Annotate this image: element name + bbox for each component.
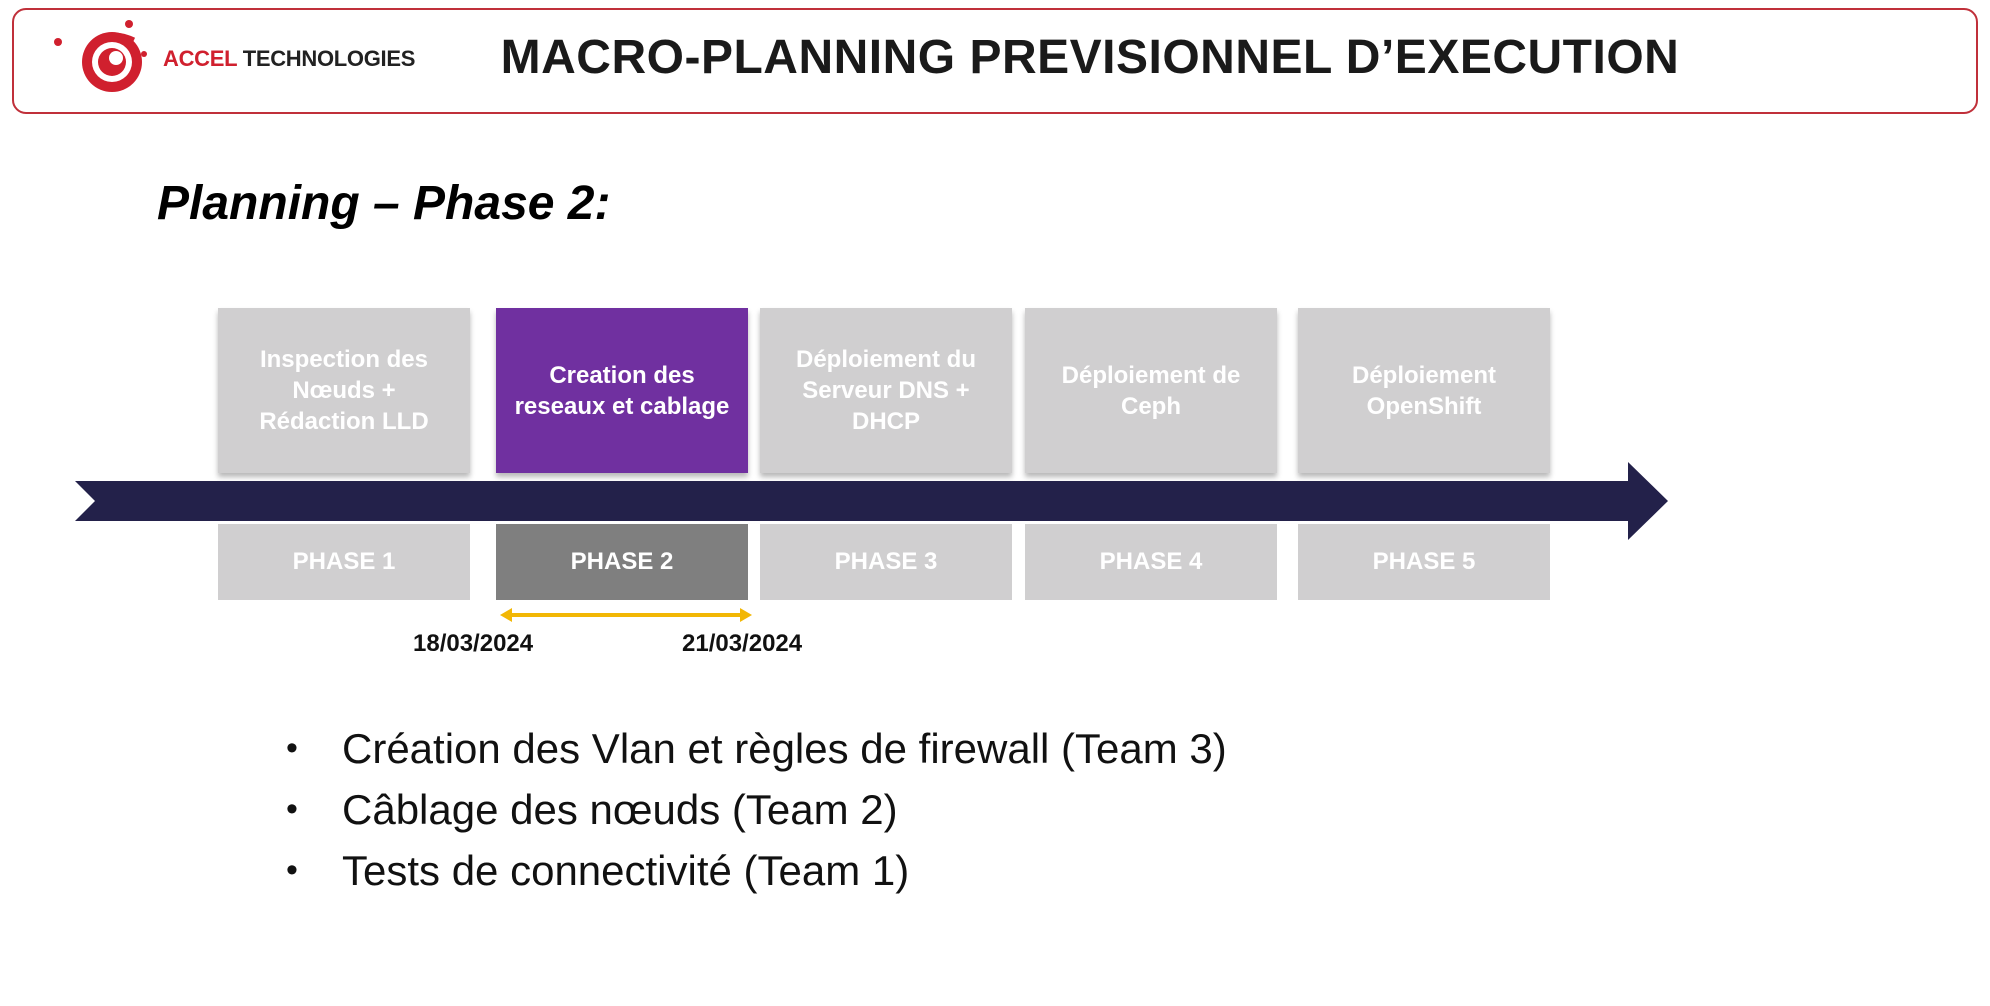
list-item: • Câblage des nœuds (Team 2) [280, 779, 1227, 840]
list-item: • Tests de connectivité (Team 1) [280, 840, 1227, 901]
accel-logo-icon [54, 20, 147, 92]
phase-label-4: PHASE 4 [1025, 524, 1277, 600]
logo-rest-text: TECHNOLOGIES [236, 46, 416, 71]
phase-label-2: PHASE 2 [496, 524, 748, 600]
phase-card-1: Inspection des Nœuds + Rédaction LLD [218, 308, 470, 473]
bullet-icon: • [286, 851, 298, 889]
phase-card-5: Déploiement OpenShift [1298, 308, 1550, 473]
start-date: 18/03/2024 [413, 630, 534, 657]
task-text: Tests de connectivité (Team 1) [342, 847, 910, 894]
header-banner [12, 8, 1978, 114]
page-title: MACRO-PLANNING PREVISIONNEL D’EXECUTION [500, 31, 1680, 84]
phase-card-4: Déploiement de Ceph [1025, 308, 1277, 473]
task-list: • Création des Vlan et règles de firewall… [280, 718, 1227, 901]
section-subtitle: Planning – Phase 2: [157, 177, 611, 230]
timeline-arrow [75, 462, 1668, 540]
logo-accent-text: ACCEL [163, 46, 237, 71]
list-item: • Création des Vlan et règles de firewall… [280, 718, 1227, 779]
end-date: 21/03/2024 [682, 630, 803, 657]
bullet-icon: • [286, 729, 298, 767]
phase-label-3: PHASE 3 [760, 524, 1012, 600]
phase-card-2: Creation des reseaux et cablage [496, 308, 748, 473]
phase-label-1: PHASE 1 [218, 524, 470, 600]
task-text: Câblage des nœuds (Team 2) [342, 786, 898, 833]
phase-label-5: PHASE 5 [1298, 524, 1550, 600]
bullet-icon: • [286, 790, 298, 828]
task-text: Création des Vlan et règles de firewall … [342, 725, 1227, 772]
date-range-arrow [500, 608, 752, 622]
phase-card-3: Déploiement du Serveur DNS + DHCP [760, 308, 1012, 473]
logo-wordmark: ACCEL TECHNOLOGIES [163, 46, 415, 72]
